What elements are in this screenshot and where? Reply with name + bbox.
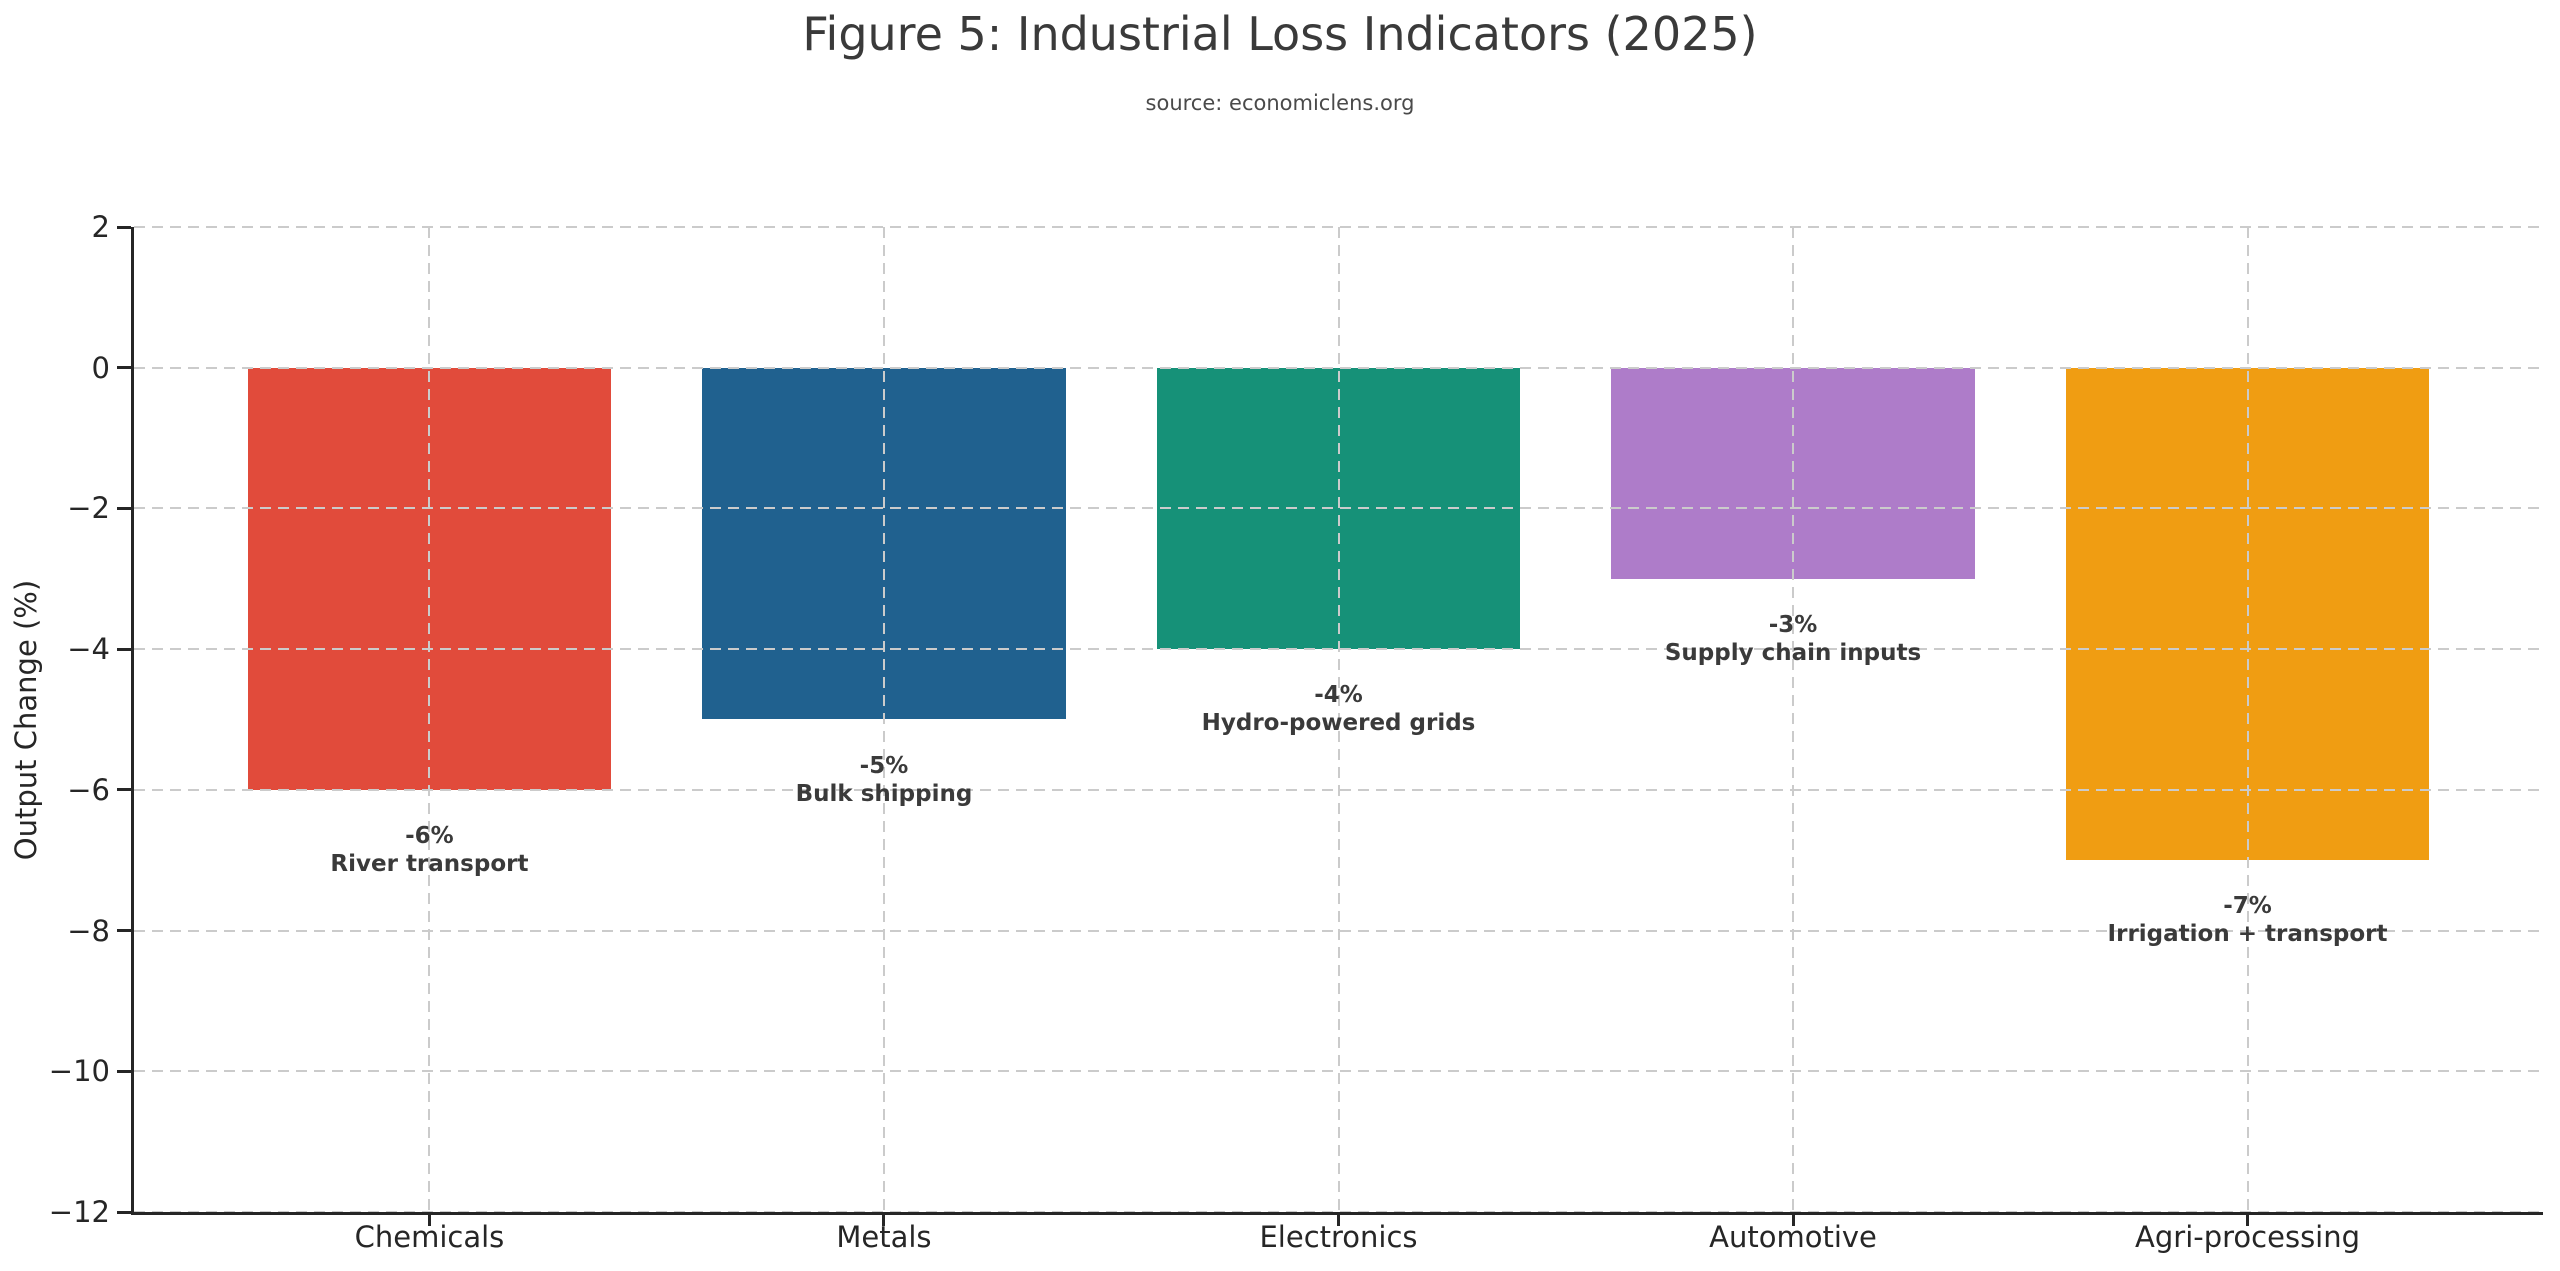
bar-note-label: Bulk shipping	[795, 780, 973, 807]
v-gridline-metals	[882, 227, 885, 1212]
y-tick-mark--8	[117, 929, 131, 933]
y-tick-label--2: −2	[67, 491, 110, 526]
y-tick-mark--2	[117, 506, 131, 510]
x-tick-mark-chemicals	[427, 1215, 431, 1226]
v-gridline-automotive	[1792, 227, 1795, 1212]
y-tick-label--12: −12	[48, 1195, 110, 1229]
y-tick-mark--4	[117, 647, 131, 651]
x-tick-mark-electronics	[1337, 1215, 1340, 1226]
y-tick-label--4: −4	[67, 632, 110, 667]
y-tick-mark--12	[117, 1210, 131, 1214]
y-tick-mark--10	[117, 1069, 131, 1073]
y-tick-label--10: −10	[48, 1054, 110, 1089]
bar-annotation-metals: -5% Bulk shipping	[624, 752, 1144, 808]
bar-annotation-electronics: -4% Hydro-powered grids	[1079, 681, 1599, 737]
y-tick-mark-0	[117, 366, 131, 370]
y-tick-mark-2	[117, 225, 131, 229]
chart-title: Figure 5: Industrial Loss Indicators (20…	[802, 7, 1758, 61]
bar-annotation-agri-processing: -7% Irrigation + transport	[1988, 892, 2508, 948]
v-gridline-chemicals	[428, 227, 431, 1212]
y-axis-label: Output Change (%)	[9, 579, 43, 861]
x-tick-mark-metals	[882, 1215, 886, 1226]
y-tick-label--6: −6	[67, 772, 110, 807]
bar-annotation-automotive: -3% Supply chain inputs	[1533, 611, 2053, 667]
bar-value-label: -3%	[1768, 611, 1818, 638]
bar-value-label: -7%	[2223, 893, 2272, 920]
v-gridline-agri-processing	[2246, 227, 2249, 1212]
bar-annotation-chemicals: -6% River transport	[169, 822, 689, 878]
bar-value-label: -4%	[1314, 682, 1363, 709]
bar-note-label: Supply chain inputs	[1664, 639, 1922, 666]
chart-subtitle: source: economiclens.org	[1145, 91, 1415, 115]
bar-value-label: -5%	[859, 752, 909, 779]
x-tick-mark-agri-processing	[2246, 1215, 2250, 1226]
y-tick-label-0: 0	[91, 350, 110, 385]
y-tick-label--8: −8	[67, 913, 110, 948]
y-tick-label-2: 2	[91, 210, 110, 244]
bar-note-label: River transport	[330, 850, 529, 877]
bar-value-label: -6%	[405, 822, 454, 849]
bar-note-label: Irrigation + transport	[2107, 921, 2388, 948]
bar-note-label: Hydro-powered grids	[1201, 710, 1476, 737]
y-axis-spine	[131, 227, 134, 1215]
v-gridline-electronics	[1337, 227, 1340, 1212]
y-tick-mark--6	[117, 788, 131, 792]
x-tick-mark-automotive	[1791, 1215, 1795, 1226]
x-axis-spine	[131, 1212, 2543, 1215]
